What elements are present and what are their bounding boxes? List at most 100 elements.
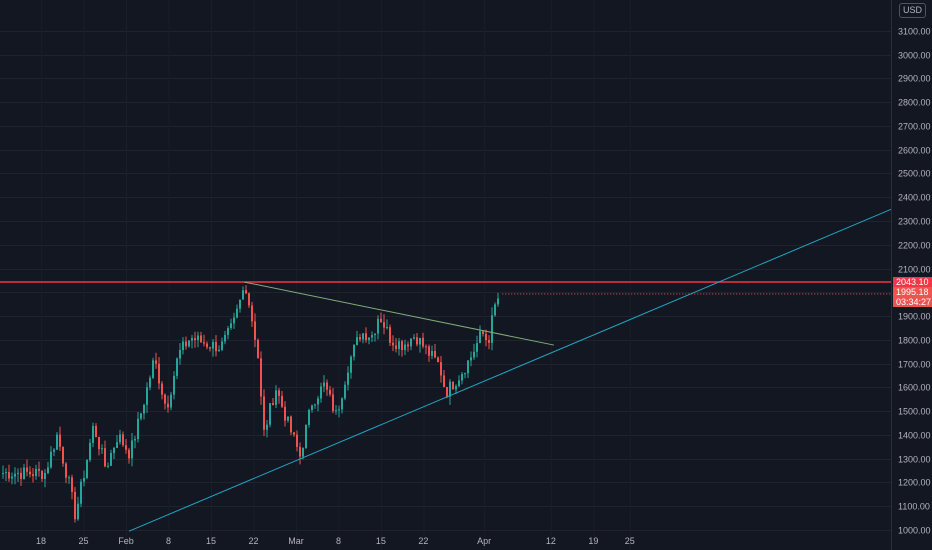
candle-body	[326, 382, 328, 390]
candle-body	[260, 358, 262, 397]
candle-body	[371, 335, 373, 338]
candle-body	[170, 394, 172, 408]
candle-body	[443, 375, 445, 388]
candle-body	[14, 473, 16, 477]
candle-body	[287, 416, 289, 421]
candle-body	[98, 437, 100, 450]
candle-body	[497, 298, 499, 305]
candle-body	[320, 386, 322, 399]
time-tick-label: 19	[588, 536, 598, 546]
candle-body	[224, 334, 226, 342]
candle-body	[341, 398, 343, 410]
price-tick-label: 1500.00	[898, 407, 931, 417]
price-tick-label: 2400.00	[898, 193, 931, 203]
time-tick-label: 25	[625, 536, 635, 546]
candle-body	[122, 434, 124, 446]
trend-drawings	[0, 208, 892, 532]
candle-body	[488, 339, 490, 343]
candle-body	[344, 384, 346, 399]
candle-body	[107, 465, 109, 467]
candle-body	[188, 340, 190, 347]
candle-body	[116, 442, 118, 448]
time-scale-labels[interactable]: 18 25 Feb 8 15 22 Mar 8 15 22 Apr 12 19 25	[36, 536, 635, 546]
candle-body	[41, 470, 43, 479]
candle-body	[485, 333, 487, 340]
candle-body	[134, 439, 136, 441]
candle-body	[5, 472, 7, 474]
candle-body	[314, 404, 316, 406]
candle-body	[26, 467, 28, 472]
candle-body	[23, 467, 25, 479]
candle-body	[410, 338, 412, 347]
candle-body	[299, 446, 301, 457]
currency-badge[interactable]: USD	[898, 3, 926, 18]
time-tick-label: Apr	[477, 536, 491, 546]
price-tick-label: 1000.00	[898, 526, 931, 536]
candle-body	[368, 337, 370, 341]
candle-body	[77, 503, 79, 520]
candle-body	[209, 347, 211, 349]
candle-body	[128, 449, 130, 459]
candle-body	[95, 425, 97, 438]
candle-body	[422, 337, 424, 347]
candle-body	[221, 341, 223, 350]
time-tick-label: 15	[376, 536, 386, 546]
candle-body	[62, 446, 64, 464]
candle-body	[212, 341, 214, 349]
candle-body	[164, 394, 166, 404]
price-tick-label: 1200.00	[898, 478, 931, 488]
candle-body	[353, 344, 355, 357]
candle-body	[110, 453, 112, 466]
candle-body	[413, 337, 415, 339]
candle-body	[377, 318, 379, 334]
candle-body	[167, 403, 169, 408]
time-tick-label: Feb	[118, 536, 134, 546]
horizontal-line-price-tag: 2043.10	[893, 277, 932, 287]
candle-body	[239, 299, 241, 309]
price-tick-label: 3000.00	[898, 51, 931, 61]
candle-body	[350, 356, 352, 373]
candle-body	[248, 293, 250, 306]
candle-body	[470, 357, 472, 361]
candle-body	[206, 343, 208, 348]
candle-body	[275, 390, 277, 405]
candle-body	[179, 350, 181, 359]
candle-body	[233, 317, 235, 324]
bar-countdown-label: 03:34:27	[896, 297, 932, 307]
candle-body	[269, 403, 271, 425]
candle-body	[104, 448, 106, 467]
candle-body	[401, 341, 403, 351]
candle-body	[338, 409, 340, 411]
price-tick-label: 2900.00	[898, 74, 931, 84]
candle-body	[356, 337, 358, 345]
candle-body	[455, 386, 457, 390]
time-tick-label: 25	[79, 536, 89, 546]
time-tick-label: 12	[546, 536, 556, 546]
candle-body	[203, 342, 205, 344]
candle-body	[296, 434, 298, 447]
price-tick-label: 1400.00	[898, 431, 931, 441]
candle-body	[200, 335, 202, 343]
candle-body	[101, 448, 103, 450]
time-tick-label: 18	[36, 536, 46, 546]
candle-body	[398, 341, 400, 349]
candle-body	[437, 357, 439, 363]
candle-body	[419, 337, 421, 345]
time-tick-label: 15	[206, 536, 216, 546]
candle-body	[335, 410, 337, 412]
price-tick-label: 1700.00	[898, 360, 931, 370]
candle-body	[383, 322, 385, 328]
candle-body	[476, 343, 478, 352]
price-tick-label: 2200.00	[898, 241, 931, 251]
candle-body	[194, 338, 196, 341]
candle-body	[449, 381, 451, 397]
candle-body	[56, 434, 58, 450]
price-tick-label: 2800.00	[898, 98, 931, 108]
candle-body	[59, 434, 61, 447]
candle-body	[146, 387, 148, 405]
candle-body	[92, 425, 94, 443]
candle-body	[218, 349, 220, 352]
candle-body	[407, 344, 409, 347]
candle-body	[467, 360, 469, 374]
